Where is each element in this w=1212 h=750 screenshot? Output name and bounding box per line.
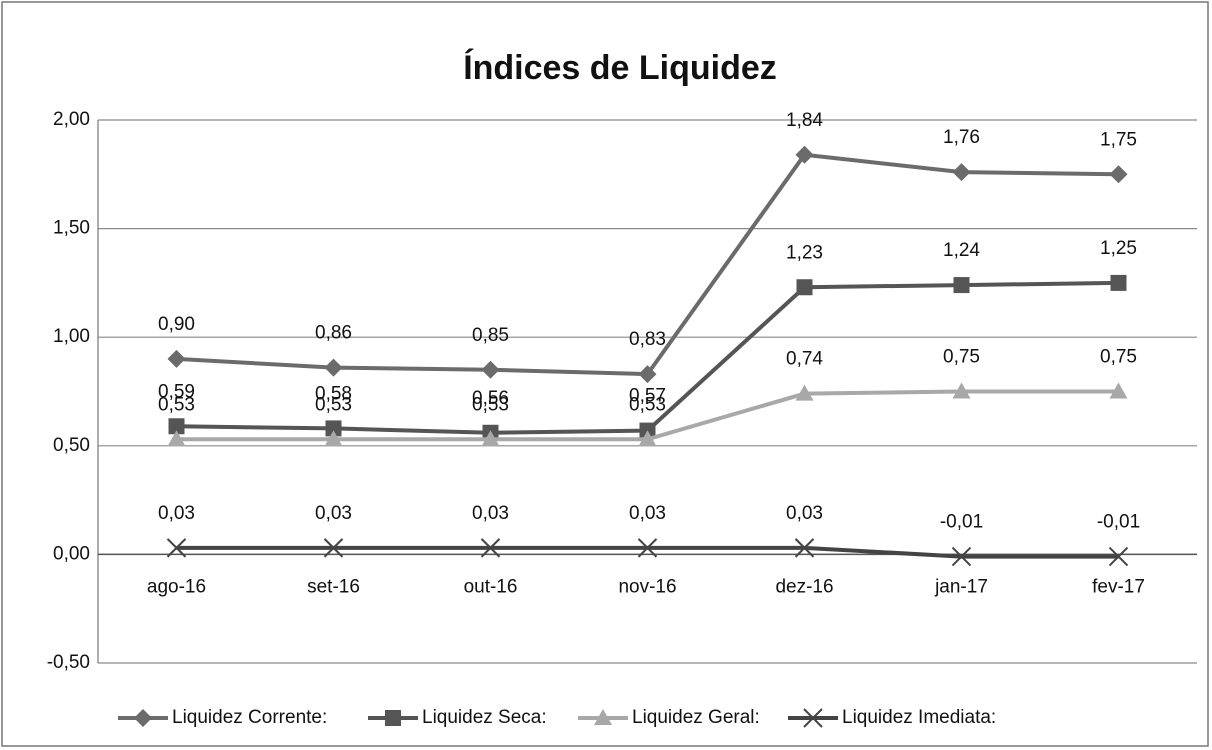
data-label: 1,25 (1100, 238, 1137, 259)
legend-marker (594, 709, 612, 725)
data-point (951, 546, 972, 567)
data-label: 0,57 (629, 386, 666, 407)
data-label: 0,75 (1100, 347, 1137, 368)
legend-marker (803, 708, 823, 728)
data-point (952, 163, 971, 182)
data-point (1109, 382, 1128, 399)
data-label: 0,59 (158, 381, 195, 402)
data-point (167, 349, 186, 368)
data-point (481, 430, 500, 447)
legend-label: Liquidez Seca: (422, 707, 547, 728)
legend-item: Liquidez Seca: (368, 707, 547, 728)
y-tick-label: -0,50 (47, 652, 90, 673)
data-label: 0,53 (472, 394, 509, 415)
x-tick-label: jan-17 (934, 576, 988, 597)
data-label: 1,24 (943, 240, 980, 261)
x-tick-label: fev-17 (1092, 576, 1145, 597)
legend-label: Liquidez Geral: (632, 707, 760, 728)
data-label: 0,53 (315, 394, 352, 415)
data-label: -0,01 (940, 512, 983, 533)
legend-item: Liquidez Corrente: (118, 707, 327, 728)
data-label: 0,85 (472, 325, 509, 346)
y-tick-label: 0,50 (53, 435, 90, 456)
x-tick-label: out-16 (464, 576, 518, 597)
legend-marker (134, 709, 152, 727)
legend-marker (385, 710, 401, 726)
data-point (795, 384, 814, 401)
data-label: 0,03 (158, 503, 195, 524)
legend-label: Liquidez Imediata: (842, 707, 996, 728)
data-label: 0,75 (943, 347, 980, 368)
data-point (795, 145, 814, 164)
data-label: 0,03 (629, 503, 666, 524)
data-label: 0,74 (786, 349, 823, 370)
data-label: 0,53 (629, 394, 666, 415)
y-tick-label: 1,00 (53, 326, 90, 347)
x-tick-label: dez-16 (775, 576, 833, 597)
x-tick-label: nov-16 (618, 576, 676, 597)
data-label: 1,76 (943, 127, 980, 148)
data-point (952, 382, 971, 399)
data-point (1110, 274, 1127, 291)
data-label: 0,90 (158, 314, 195, 335)
data-label: 1,23 (786, 242, 823, 263)
data-point (324, 430, 343, 447)
chart-title: Índices de Liquidez (463, 49, 777, 87)
data-point (168, 418, 185, 435)
data-label: 0,86 (315, 323, 352, 344)
data-label: 0,53 (158, 394, 195, 415)
data-point (167, 430, 186, 447)
data-label: 0,03 (786, 503, 823, 524)
y-tick-label: 1,50 (53, 218, 90, 239)
data-point (794, 538, 815, 558)
data-point (166, 538, 187, 558)
data-label: -0,01 (1097, 512, 1140, 533)
legend-label: Liquidez Corrente: (172, 707, 327, 728)
data-point (796, 279, 813, 296)
data-point (1109, 165, 1128, 184)
data-point (637, 538, 658, 558)
data-point (953, 277, 970, 294)
data-point (638, 365, 657, 384)
y-tick-label: 2,00 (53, 109, 90, 130)
data-label: 1,84 (786, 110, 823, 131)
data-label: 0,03 (315, 503, 352, 524)
x-tick-label: ago-16 (147, 576, 206, 597)
data-point (323, 538, 344, 558)
data-point (325, 420, 342, 437)
data-point (324, 358, 343, 377)
data-point (638, 430, 657, 447)
data-point (1108, 546, 1129, 567)
x-tick-label: set-16 (307, 576, 360, 597)
data-label: 1,75 (1100, 129, 1137, 150)
legend-item: Liquidez Geral: (578, 707, 760, 728)
data-point (481, 360, 500, 379)
data-label: 0,58 (315, 383, 352, 404)
data-point (480, 538, 501, 558)
legend-item: Liquidez Imediata: (788, 707, 996, 728)
data-label: 0,83 (629, 329, 666, 350)
data-label: 0,03 (472, 503, 509, 524)
y-tick-label: 0,00 (53, 543, 90, 564)
data-label: 0,56 (472, 388, 509, 409)
